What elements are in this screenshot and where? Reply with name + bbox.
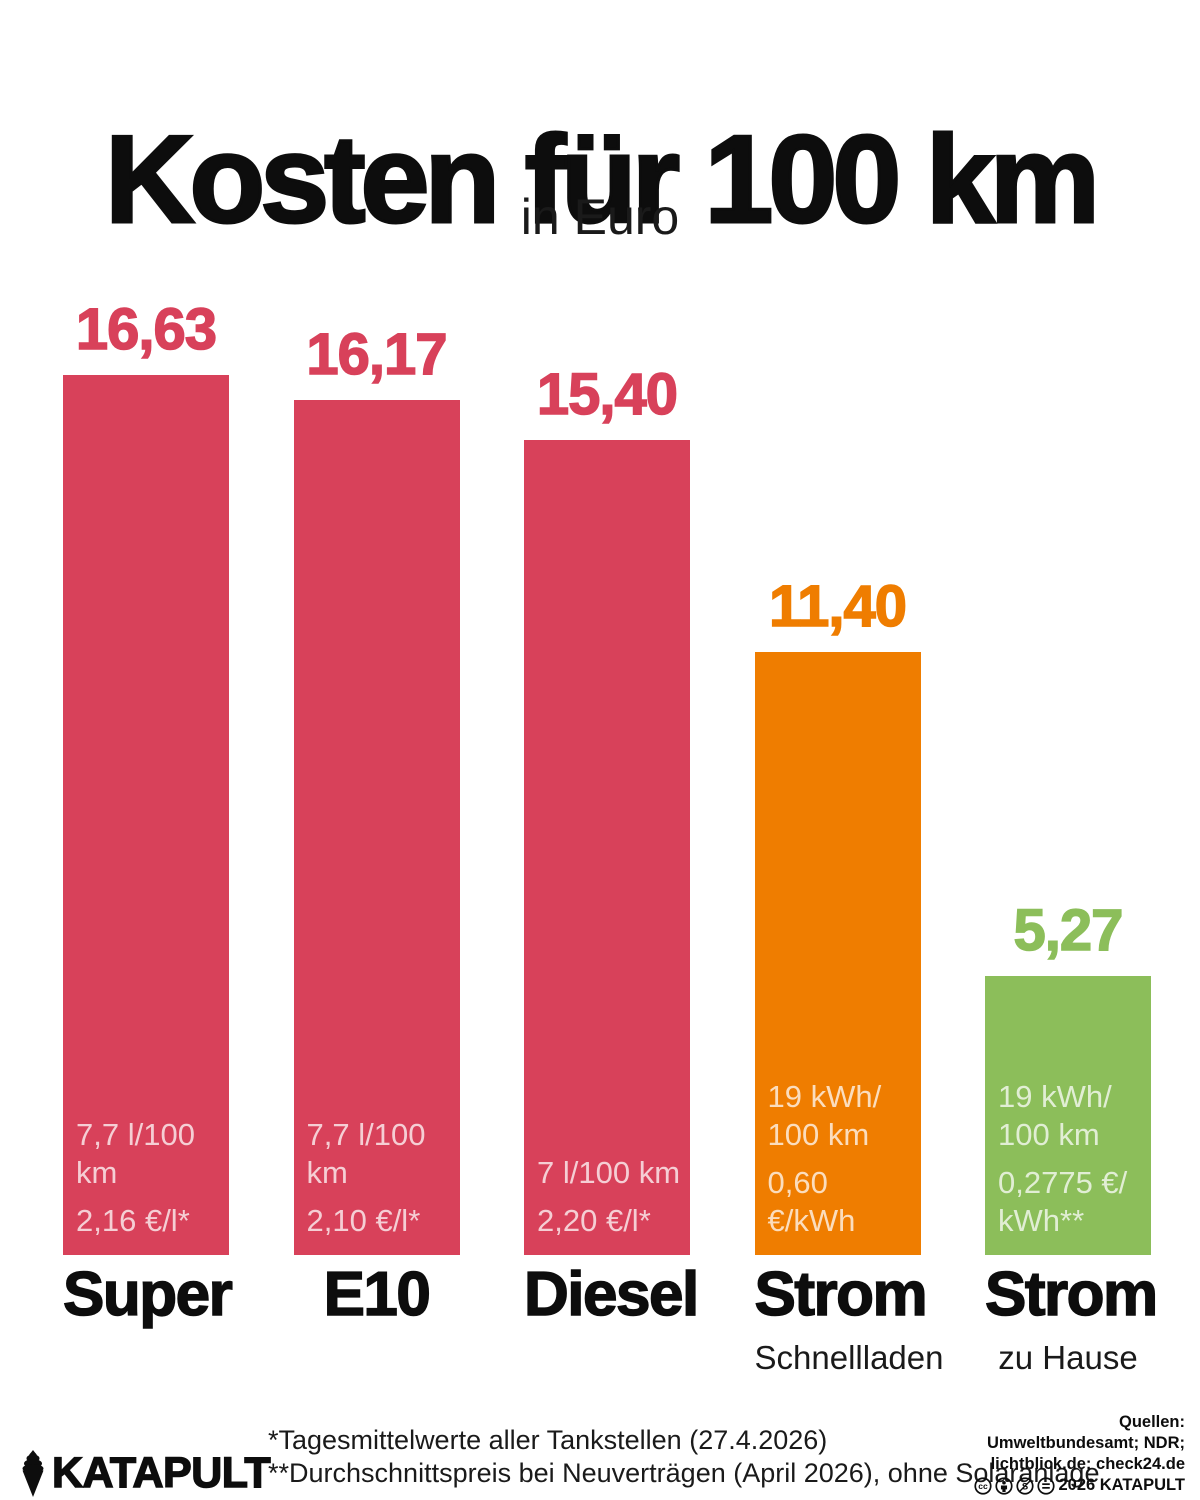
consumption-line: 100 km — [998, 1117, 1100, 1152]
category-label-strom-zuhause: Strom zu Hause — [984, 1260, 1159, 1377]
bar-strom-schnellladen: 19 kWh/ 100 km 0,60 €/kWh — [754, 652, 921, 1255]
price-text: 2,20 €/l* — [537, 1202, 686, 1240]
bar-column-strom-zuhause: 5,27 19 kWh/ 100 km 0,2775 €/ kWh** — [985, 897, 1151, 1255]
katapult-logo: KATAPULT — [18, 1448, 271, 1498]
price-line: 2,10 €/l* — [306, 1203, 421, 1238]
consumption-text: 19 kWh/ 100 km — [998, 1078, 1147, 1154]
bar-value-label: 16,17 — [306, 321, 449, 388]
bar-annotation: 7,7 l/100 km 2,16 €/l* — [76, 1116, 225, 1240]
license-row: cc S 2026 KATAPULT — [974, 1475, 1185, 1496]
price-line: kWh** — [998, 1203, 1085, 1238]
cc-nd-icon — [1037, 1476, 1056, 1495]
consumption-line: 7,7 l/100 km — [306, 1117, 426, 1190]
price-line: 0,2775 €/ — [998, 1165, 1128, 1200]
footnotes: *Tagesmittelwerte aller Tankstellen (27.… — [268, 1424, 1099, 1490]
category-sublabel: zu Hause — [998, 1339, 1138, 1377]
category-name: E10 — [323, 1260, 432, 1329]
bar-column-e10: 16,17 7,7 l/100 km 2,10 €/l* — [293, 321, 460, 1255]
consumption-text: 7 l/100 km — [537, 1154, 686, 1192]
bar-super: 7,7 l/100 km 2,16 €/l* — [63, 375, 229, 1255]
bar-value-label: 15,40 — [536, 361, 679, 428]
price-text: 2,16 €/l* — [76, 1202, 225, 1240]
bar-annotation: 19 kWh/ 100 km 0,60 €/kWh — [768, 1078, 917, 1240]
price-line: 2,20 €/l* — [537, 1203, 651, 1238]
sources-label: Quellen: — [1118, 1413, 1185, 1431]
sources-line-2: lichtblick.de; check24.de — [990, 1455, 1185, 1473]
sources-line-1: Umweltbundesamt; NDR; — [986, 1434, 1185, 1452]
price-text: 0,60 €/kWh — [768, 1164, 917, 1240]
footnote-electricity-price: **Durchschnittspreis bei Neuverträgen (A… — [268, 1458, 1100, 1488]
category-label-super: Super — [62, 1260, 233, 1377]
category-sublabel: Schnellladen — [754, 1339, 944, 1377]
bar-column-super: 16,63 7,7 l/100 km 2,16 €/l* — [63, 296, 229, 1255]
category-name: Strom — [984, 1260, 1159, 1329]
cc-nc-icon: S — [1016, 1476, 1035, 1495]
page-title: Kosten für 100 km — [103, 110, 1101, 251]
price-line: 2,16 €/l* — [76, 1203, 190, 1238]
ice-cream-cone-icon — [22, 1449, 44, 1497]
chart-subtitle: in Euro — [520, 189, 680, 245]
bar-diesel: 7 l/100 km 2,20 €/l* — [524, 440, 690, 1255]
price-text: 0,2775 €/ kWh** — [998, 1164, 1147, 1240]
consumption-text: 19 kWh/ 100 km — [768, 1078, 917, 1154]
bar-e10: 7,7 l/100 km 2,10 €/l* — [293, 400, 460, 1255]
category-name: Super — [62, 1260, 233, 1329]
footnote-fuel-prices: *Tagesmittelwerte aller Tankstellen (27.… — [268, 1425, 828, 1455]
consumption-line: 19 kWh/ — [767, 1079, 882, 1114]
bar-value-label: 5,27 — [1013, 897, 1124, 964]
bar-annotation: 19 kWh/ 100 km 0,2775 €/ kWh** — [998, 1078, 1147, 1240]
bar-chart: 16,63 7,7 l/100 km 2,16 €/l* 16,17 7,7 l… — [63, 295, 1151, 1255]
consumption-line: 7 l/100 km — [537, 1155, 681, 1190]
consumption-text: 7,7 l/100 km — [76, 1116, 225, 1192]
category-label-diesel: Diesel — [523, 1260, 700, 1377]
consumption-line: 7,7 l/100 km — [76, 1117, 195, 1190]
cc-icon: cc — [974, 1476, 993, 1495]
category-label-e10: E10 — [294, 1260, 460, 1377]
category-labels-row: Super E10 Diesel Strom Schnellladen Stro… — [62, 1260, 1159, 1377]
category-label-strom-schnellladen: Strom Schnellladen — [754, 1260, 944, 1377]
svg-text:cc: cc — [979, 1481, 989, 1491]
bar-column-strom-schnellladen: 11,40 19 kWh/ 100 km 0,60 €/kWh — [754, 573, 921, 1255]
category-name: Diesel — [523, 1260, 700, 1329]
bar-annotation: 7,7 l/100 km 2,10 €/l* — [307, 1116, 456, 1240]
category-name: Strom — [754, 1260, 929, 1329]
bar-column-diesel: 15,40 7 l/100 km 2,20 €/l* — [524, 361, 690, 1255]
bar-annotation: 7 l/100 km 2,20 €/l* — [537, 1154, 686, 1240]
license-text: 2026 KATAPULT — [1058, 1476, 1185, 1494]
price-text: 2,10 €/l* — [307, 1202, 456, 1240]
consumption-text: 7,7 l/100 km — [307, 1116, 456, 1192]
consumption-line: 100 km — [767, 1117, 870, 1152]
price-line: 0,60 €/kWh — [767, 1165, 856, 1238]
cc-by-icon — [995, 1476, 1014, 1495]
bar-value-label: 11,40 — [768, 573, 907, 640]
sources-block: Quellen: Umweltbundesamt; NDR; lichtblic… — [974, 1412, 1185, 1496]
bar-value-label: 16,63 — [75, 296, 218, 363]
consumption-line: 19 kWh/ — [998, 1079, 1112, 1114]
bar-strom-zuhause: 19 kWh/ 100 km 0,2775 €/ kWh** — [985, 976, 1151, 1255]
logo-text: KATAPULT — [51, 1448, 271, 1497]
